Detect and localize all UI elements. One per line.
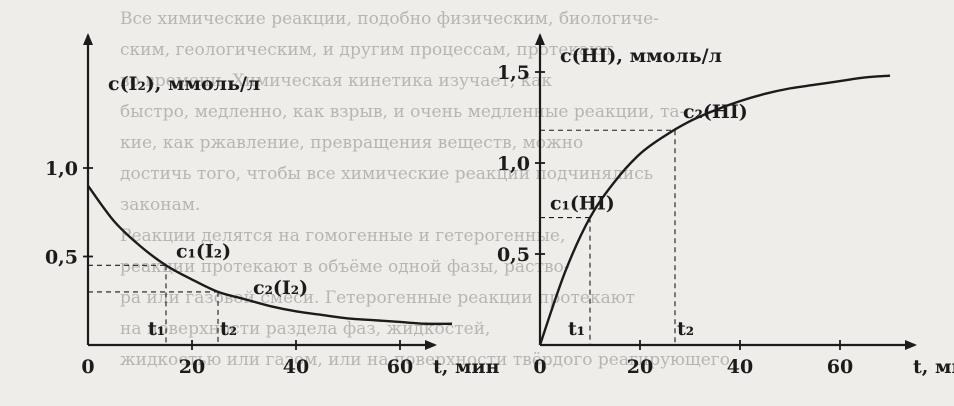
- chart-iodine-concentration: 0 20 40 60 0,5 1,0 c(I₂), ммоль/л t, мин c₁(I₂) c…: [45, 33, 500, 378]
- x-tick-label: 40: [727, 356, 753, 378]
- background-text-line: Реакции делятся на гомогенные и гетероге…: [120, 226, 565, 246]
- x-tick-label: 0: [533, 356, 546, 378]
- y-tick-label: 0,5: [497, 244, 530, 266]
- annotation-label: t₁: [568, 318, 585, 340]
- background-text-line: законам.: [120, 195, 200, 215]
- y-tick-label: 0,5: [45, 247, 78, 269]
- background-text-line: достичь того, чтобы все химические реакц…: [120, 164, 653, 184]
- annotation-label: c₁(I₂): [176, 240, 231, 262]
- x-tick-label: 20: [627, 356, 653, 378]
- annotation-label: c₂(I₂): [253, 277, 308, 299]
- x-tick-label: 60: [387, 356, 413, 378]
- chart-hi-concentration: 0 20 40 60 0,5 1,0 1,5 c(HI), ммоль/л t, мин c₁(H…: [497, 33, 954, 378]
- annotation-label: c₂(HI): [683, 101, 748, 123]
- annotation-label: t₁: [148, 318, 165, 340]
- annotation-label: t₂: [220, 318, 237, 340]
- background-text-line: на поверхности раздела фаз, жидкостей,: [120, 319, 490, 339]
- background-text-line: быстро, медленно, как взрыв, и очень мед…: [120, 102, 685, 122]
- series-curve: [87, 184, 453, 326]
- background-text-line: Все химические реакции, подобно физическ…: [120, 9, 659, 29]
- background-page-text: Все химические реакции, подобно физическ…: [120, 9, 730, 370]
- y-axis-label: c(HI), ммоль/л: [560, 45, 722, 67]
- annotation-label: c₁(HI): [550, 193, 615, 215]
- background-text-line: кие, как ржавление, превращения веществ,…: [120, 133, 583, 153]
- series-curve: [538, 74, 891, 346]
- x-axis-label: t, мин: [433, 356, 500, 378]
- background-text-line: ским, геологическим, и другим процессам,…: [120, 40, 613, 60]
- x-axis-label: t, мин: [913, 356, 954, 378]
- annotation-label: t₂: [677, 318, 694, 340]
- y-tick-label: 1,5: [497, 62, 530, 84]
- x-tick-label: 40: [283, 356, 309, 378]
- background-text-line: реакции протекают в объёме одной фазы, р…: [120, 257, 570, 277]
- x-tick-label: 0: [81, 356, 94, 378]
- background-text-line: во времени. Химическая кинетика изучает,…: [120, 71, 552, 91]
- x-tick-label: 20: [179, 356, 205, 378]
- y-tick-label: 1,0: [45, 158, 78, 180]
- x-tick-label: 60: [827, 356, 853, 378]
- y-axis-label: c(I₂), ммоль/л: [108, 73, 260, 95]
- background-text-line: жидкостью или газом, или на поверхности …: [120, 350, 730, 370]
- background-text-line: ра или газовой смеси. Гетерогенные реакц…: [120, 288, 635, 308]
- y-tick-label: 1,0: [497, 153, 530, 175]
